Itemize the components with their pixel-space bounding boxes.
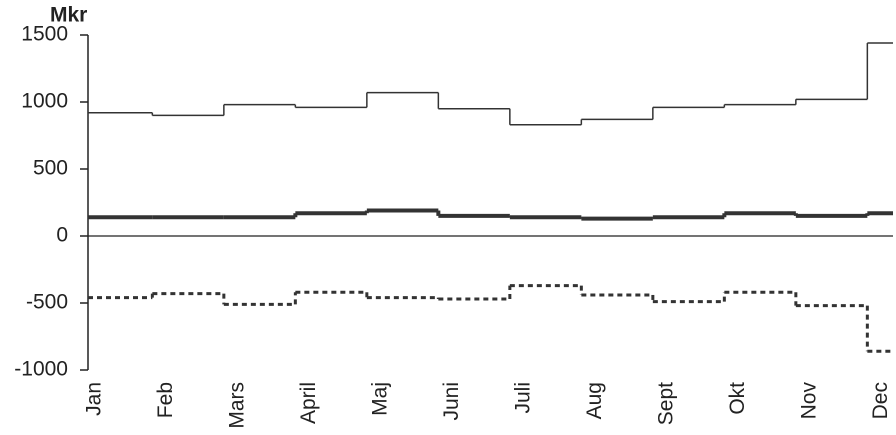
x-tick-label: Okt (726, 382, 749, 415)
y-tick-label: -500 (26, 291, 68, 314)
y-tick-label: 0 (56, 224, 68, 247)
x-tick-label: Jan (83, 382, 106, 416)
x-tick-label: Juni (440, 382, 463, 421)
x-tick-label: Maj (369, 382, 392, 416)
y-axis-title: Mkr (50, 4, 87, 27)
x-tick-label: April (297, 382, 320, 424)
x-tick-label: Dec (869, 382, 892, 419)
y-tick-label: 500 (33, 157, 68, 180)
x-tick-label: Mars (226, 382, 249, 429)
x-tick-label: Juli (512, 382, 535, 414)
x-tick-label: Nov (798, 382, 821, 420)
y-tick-label: 1000 (21, 90, 68, 113)
x-tick-label: Feb (154, 382, 177, 418)
y-tick-label: 1500 (21, 23, 68, 46)
y-tick-label: -1000 (14, 358, 68, 381)
x-tick-label: Aug (583, 382, 606, 419)
x-tick-label: Sept (655, 382, 678, 425)
